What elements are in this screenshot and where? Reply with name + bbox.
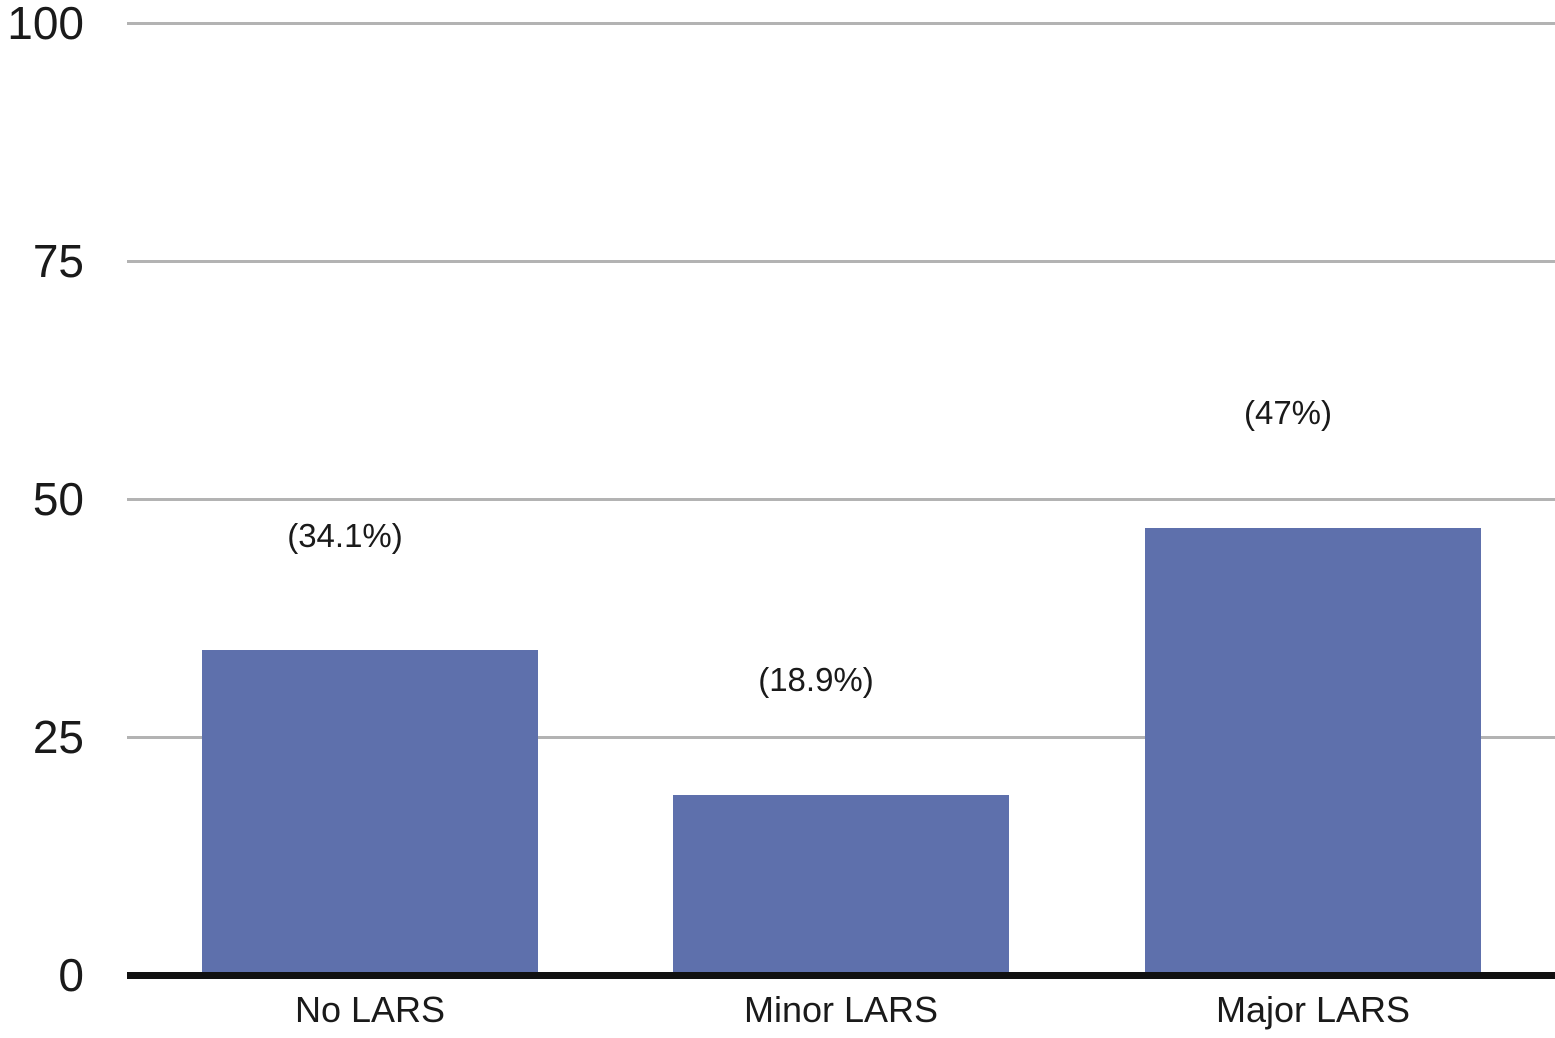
y-tick-label-75: 75 — [32, 235, 84, 287]
gridline-100 — [127, 22, 1555, 25]
y-tick-label-0: 0 — [58, 949, 84, 1001]
x-axis-line — [127, 972, 1555, 979]
x-tick-label-no-lars: No LARS — [294, 989, 446, 1030]
gridline-50 — [127, 498, 1555, 501]
bar-value-label-major-lars: (47%) — [1243, 393, 1333, 431]
bar-group-no-lars: (34.1%) — [202, 23, 538, 975]
x-axis-labels: No LARS Minor LARS Major LARS — [127, 988, 1555, 1038]
bar-minor-lars — [673, 795, 1009, 975]
gridline-75 — [127, 260, 1555, 263]
y-tick-label-25: 25 — [32, 711, 84, 763]
y-tick-label-100: 100 — [7, 0, 84, 49]
bar-major-lars — [1145, 527, 1481, 975]
bar-group-minor-lars: (18.9%) — [673, 23, 1009, 975]
bar-value-label-minor-lars: (18.9%) — [758, 661, 874, 699]
plot-area: (34.1%) (18.9%) (47%) — [127, 22, 1555, 979]
bar-value-label-no-lars: (34.1%) — [287, 516, 403, 554]
x-tick-label-minor-lars: Minor LARS — [743, 989, 939, 1030]
bar-no-lars — [202, 650, 538, 975]
y-tick-label-50: 50 — [32, 473, 84, 525]
bar-group-major-lars: (47%) — [1145, 23, 1481, 975]
x-tick-label-major-lars: Major LARS — [1215, 989, 1411, 1030]
gridline-25 — [127, 736, 1555, 739]
